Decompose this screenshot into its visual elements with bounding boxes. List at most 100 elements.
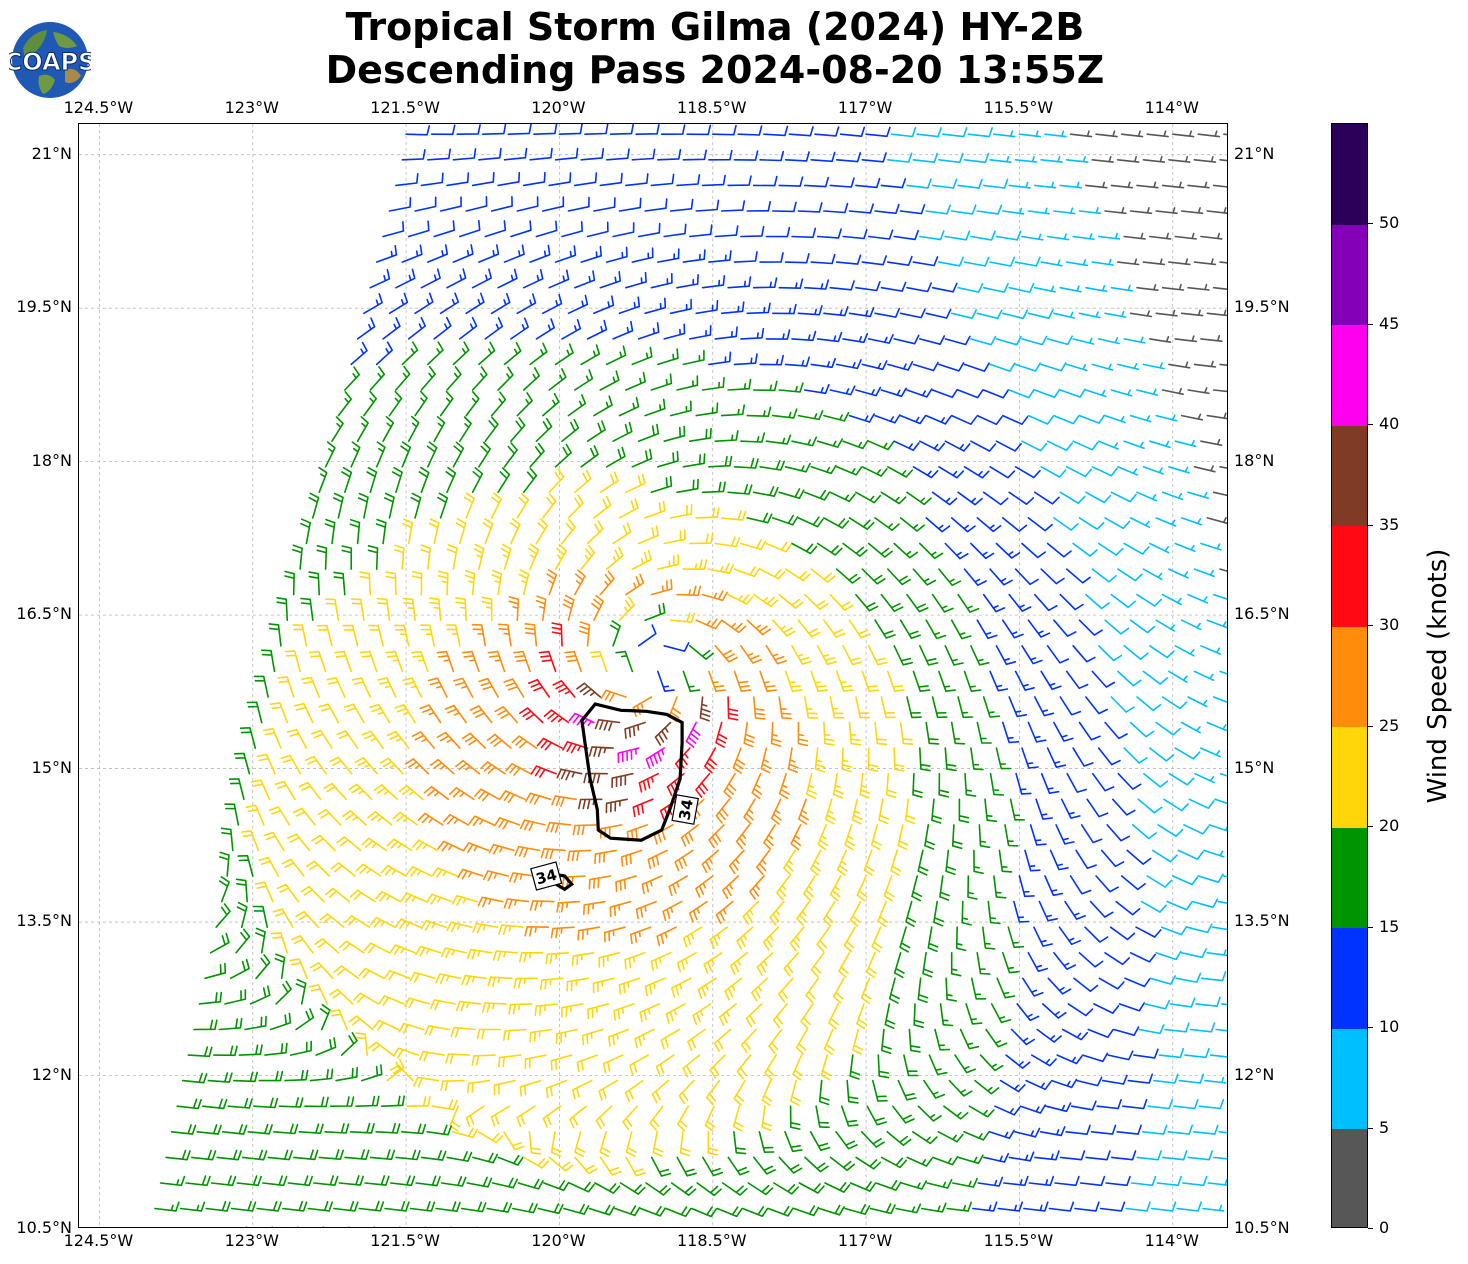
wind-barb <box>205 1200 231 1212</box>
wind-barb <box>385 650 404 673</box>
wind-barb <box>567 294 589 315</box>
wind-barb <box>1027 309 1054 319</box>
wind-barb <box>1123 336 1146 344</box>
wind-barb <box>1065 1124 1091 1135</box>
wind-barb <box>671 977 692 998</box>
wind-barb <box>1021 542 1046 559</box>
wind-barb <box>350 598 365 621</box>
wind-barb <box>1049 849 1069 871</box>
wind-barb <box>660 1028 681 1050</box>
wind-barb <box>1042 1003 1067 1019</box>
wind-barb <box>800 1003 814 1029</box>
wind-barb <box>277 676 295 698</box>
wind-barb <box>776 875 791 901</box>
wind-barb <box>493 1079 516 1096</box>
wind-barb <box>586 520 604 545</box>
wind-barb <box>1065 568 1091 584</box>
wind-barb <box>577 926 601 941</box>
wind-barb <box>618 197 642 212</box>
wind-barb <box>440 1079 465 1092</box>
map-plot-area: 34 34 <box>78 123 1228 1228</box>
wind-barb <box>759 459 785 471</box>
wind-barb <box>989 466 1016 479</box>
wind-barb <box>795 1028 808 1055</box>
wind-barb <box>1110 593 1136 609</box>
wind-barb <box>1090 1124 1117 1135</box>
wind-barb <box>529 147 553 161</box>
wind-barb <box>1193 465 1216 473</box>
wind-barb <box>989 256 1016 267</box>
wind-barb <box>1024 849 1041 872</box>
wind-barb <box>1186 923 1213 934</box>
wind-barb <box>805 977 820 1004</box>
wind-barb <box>899 721 914 745</box>
wind-barb <box>1168 466 1190 474</box>
wind-barb <box>599 370 620 391</box>
wind-barb <box>477 896 504 908</box>
wind-barb <box>467 1079 491 1094</box>
wind-barb <box>392 1047 420 1059</box>
wind-barb <box>1123 440 1145 449</box>
wind-barb <box>562 741 589 754</box>
wind-barb <box>1110 696 1135 713</box>
wind-barb <box>1212 593 1227 600</box>
wind-barb <box>1014 466 1041 479</box>
wind-barb <box>568 1105 587 1129</box>
wind-barb <box>316 545 328 570</box>
wind-barb <box>1187 1150 1213 1161</box>
wind-barb <box>1079 1175 1106 1187</box>
lon-tick-label-top: 118.5°W <box>676 98 747 117</box>
wind-barb <box>286 728 308 749</box>
wind-barb <box>917 1105 942 1122</box>
wind-barb <box>632 696 653 718</box>
wind-speed-colorbar <box>1331 123 1368 1228</box>
wind-barb <box>1104 517 1131 530</box>
wind-barb <box>401 341 419 366</box>
wind-barb <box>580 445 599 468</box>
wind-barb <box>829 280 855 291</box>
wind-barb <box>842 439 869 450</box>
wind-barb <box>535 417 553 442</box>
wind-barb <box>881 1028 892 1055</box>
wind-barb <box>669 504 693 519</box>
wind-barb <box>420 919 447 931</box>
wind-barb <box>267 1149 293 1161</box>
wind-barb <box>488 843 515 855</box>
wind-barb <box>630 926 652 945</box>
wind-barb <box>899 204 926 215</box>
wind-barb <box>574 172 598 187</box>
wind-barb <box>493 817 521 830</box>
wind-barb <box>1177 849 1204 860</box>
wind-barb <box>1140 900 1167 913</box>
wind-barb <box>414 196 437 212</box>
wind-barb <box>727 484 753 495</box>
wind-barb <box>1161 283 1185 291</box>
wind-barb <box>838 952 851 978</box>
wind-barb <box>669 298 692 315</box>
wind-barb <box>1152 849 1178 863</box>
wind-barb <box>1036 1028 1062 1043</box>
wind-barb <box>899 308 926 319</box>
wind-barb <box>583 772 608 784</box>
wind-barb <box>1200 747 1221 758</box>
wind-barb <box>298 781 322 801</box>
wind-barb <box>435 973 462 985</box>
lon-tick-label-top: 115.5°W <box>983 98 1054 117</box>
wind-barb <box>863 849 875 876</box>
wind-barb <box>1104 619 1130 635</box>
wind-barb <box>958 798 970 824</box>
wind-barb <box>765 541 792 553</box>
wind-barb <box>1104 721 1128 740</box>
wind-barb <box>439 196 462 212</box>
wind-barb <box>576 1054 598 1073</box>
wind-barb <box>1047 977 1072 995</box>
wind-barb <box>957 491 983 506</box>
wind-barb <box>874 203 900 215</box>
lon-tick-label-top: 120°W <box>531 98 586 117</box>
wind-barb <box>938 568 962 587</box>
wind-barb <box>948 1079 973 1097</box>
wind-barb <box>1093 1003 1120 1014</box>
wind-barb <box>256 1200 282 1212</box>
wind-barb <box>1163 798 1189 812</box>
wind-barb <box>329 1096 355 1107</box>
